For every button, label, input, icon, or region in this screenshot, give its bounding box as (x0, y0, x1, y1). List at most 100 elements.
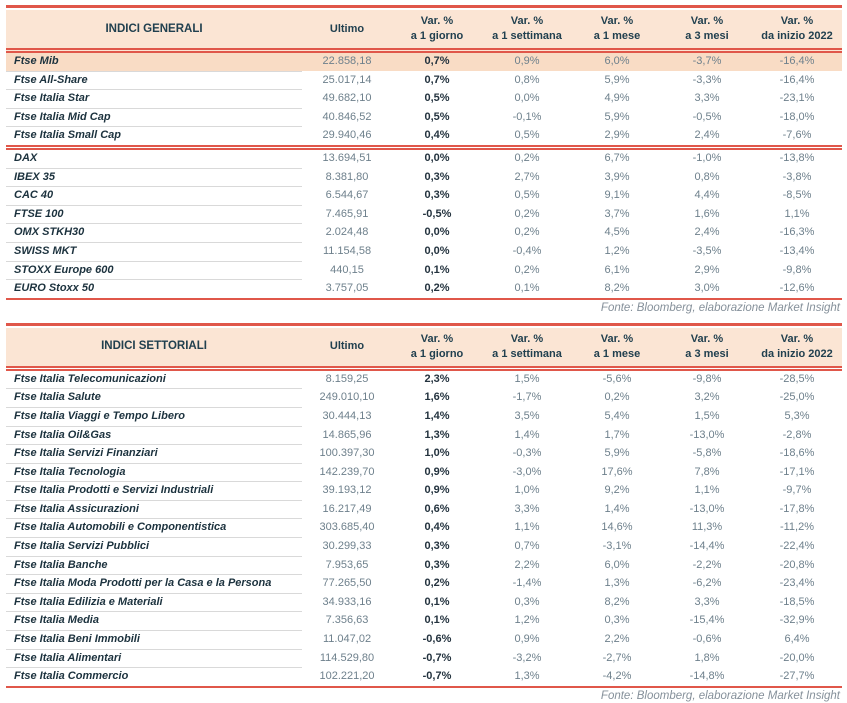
var-ytd: -20,0% (779, 651, 815, 664)
var-1m: 6,0% (572, 50, 662, 72)
table-row: Ftse Italia Servizi Pubblici 30.299,33 0… (6, 537, 842, 557)
index-name: Ftse Italia Assicurazioni (6, 500, 302, 520)
col-header-var-ytd: Var. % da inizio 2022 (752, 10, 842, 53)
last-value: 11.047,02 (322, 633, 372, 646)
var-3m: 2,4% (662, 126, 752, 150)
last-value: 14.865,96 (322, 428, 372, 441)
table-row: Ftse Italia Beni Immobili 11.047,02 -0,6… (6, 630, 842, 650)
last-value: 102.221,20 (319, 669, 375, 682)
var-ytd: -13,8% (779, 152, 815, 165)
last-value: 114.529,80 (319, 651, 375, 664)
var-1w: 0,9% (482, 50, 572, 72)
var-1m: 5,9% (604, 73, 630, 86)
col-header-line1: Var. % (780, 15, 814, 27)
var-1d: 0,1% (424, 595, 450, 608)
var-3m: 7,8% (694, 465, 720, 478)
index-name: Ftse Italia Prodotti e Servizi Industria… (6, 481, 302, 501)
general-indices-table: INDICI GENERALI Ultimo Var. % a 1 giorno… (6, 5, 842, 315)
index-name: FTSE 100 (6, 205, 302, 225)
table-body: Ftse Italia Telecomunicazioni 8.159,25 2… (6, 368, 842, 687)
var-1d: -0,6% (422, 633, 452, 646)
var-1m: 2,2% (604, 633, 630, 646)
var-ytd: -18,6% (779, 447, 815, 460)
index-name: Ftse Italia Commercio (14, 670, 129, 683)
var-3m: -3,7% (662, 50, 752, 72)
last-value: 8.381,80 (325, 170, 369, 183)
var-1w: -3,2% (512, 651, 542, 664)
var-1w: 0,5% (514, 189, 540, 202)
var-3m: -14,8% (689, 669, 725, 682)
table-row: Ftse Italia Salute 249.010,10 1,6% -1,7%… (6, 388, 842, 408)
col-header-line2: da inizio 2022 (761, 30, 833, 42)
last-value: 13.694,51 (322, 152, 372, 165)
var-3m: 1,1% (694, 484, 720, 497)
index-name: Ftse Italia Moda Prodotti per la Casa e … (6, 574, 302, 594)
var-ytd: -9,7% (782, 484, 812, 497)
var-3m: -2,2% (692, 558, 722, 571)
var-1w: -0,3% (512, 447, 542, 460)
var-1d: 0,2% (424, 577, 450, 590)
var-1m: -5,6% (602, 372, 632, 385)
var-1m: 6,1% (604, 263, 630, 276)
table-row: Ftse Italia Prodotti e Servizi Industria… (6, 481, 842, 501)
var-3m: 3,3% (694, 595, 720, 608)
last-value: 30.444,13 (322, 409, 372, 422)
var-1m: 6,0% (604, 558, 630, 571)
var-1m: 1,3% (604, 577, 630, 590)
var-ytd: -18,5% (779, 595, 815, 608)
table-row: Ftse Italia Telecomunicazioni 8.159,25 2… (6, 368, 842, 390)
var-3m: -15,4% (689, 614, 725, 627)
var-1d: -0,7% (422, 651, 452, 664)
var-1d: 0,3% (424, 540, 450, 553)
table-header: INDICI SETTORIALI Ultimo Var. % a 1 gior… (6, 327, 842, 371)
var-1d: 0,9% (424, 465, 450, 478)
index-name: OMX STKH30 (6, 223, 302, 243)
col-header-line2: a 3 mesi (685, 347, 729, 360)
var-1d: 1,3% (424, 428, 450, 441)
var-1d: 0,1% (424, 263, 450, 276)
table-body: Ftse Mib 22.858,18 0,7% 0,9% 6,0% -3,7% … (6, 50, 842, 299)
var-1m: 1,7% (604, 428, 630, 441)
var-ytd: -16,4% (752, 50, 842, 72)
var-1w: -0,1% (512, 110, 542, 123)
var-1m: 8,2% (604, 281, 630, 294)
var-3m: 1,6% (694, 207, 720, 220)
var-1w: 0,2% (514, 152, 540, 165)
var-3m: 3,3% (694, 92, 720, 105)
last-value: 16.217,49 (322, 502, 372, 515)
var-3m: -0,5% (692, 110, 722, 123)
var-1w: 0,7% (514, 540, 540, 553)
var-1m: 2,9% (572, 126, 662, 150)
var-ytd: -20,8% (779, 558, 815, 571)
table-row: Ftse Italia Assicurazioni 16.217,49 0,6%… (6, 500, 842, 520)
source-note: Fonte: Bloomberg, elaborazione Market In… (600, 301, 840, 314)
col-header-var-1d: Var. % a 1 giorno (392, 327, 482, 371)
index-name: CAC 40 (6, 186, 302, 206)
table-row: Ftse Italia Tecnologia 142.239,70 0,9% -… (6, 463, 842, 483)
var-1m: 4,5% (604, 226, 630, 239)
table-row: Ftse Italia Commercio 102.221,20 -0,7% 1… (6, 668, 842, 687)
index-name: Ftse Italia Small Cap (6, 126, 302, 150)
var-ytd: -18,0% (779, 110, 815, 123)
var-ytd: -7,6% (752, 126, 842, 150)
table-row: Ftse Italia Banche 7.953,65 0,3% 2,2% 6,… (6, 556, 842, 576)
index-name: Ftse Italia Salute (6, 388, 302, 408)
last-value: 77.265,50 (322, 577, 372, 590)
var-1m: 9,1% (604, 189, 630, 202)
last-value: 29.940,46 (302, 126, 392, 150)
var-1d: 0,5% (424, 110, 450, 123)
last-value: 34.933,16 (322, 595, 372, 608)
col-header-line1: Var. % (690, 332, 724, 345)
var-1m: 5,4% (604, 409, 630, 422)
var-ytd: -27,7% (779, 669, 815, 682)
var-1d: 0,3% (424, 170, 450, 183)
col-header-line1: Var. % (600, 15, 634, 27)
last-value: 22.858,18 (302, 50, 392, 72)
var-1w: 3,3% (514, 502, 540, 515)
table-row: Ftse Mib 22.858,18 0,7% 0,9% 6,0% -3,7% … (6, 50, 842, 72)
index-name: DAX (6, 147, 302, 169)
var-1m: 9,2% (604, 484, 630, 497)
table-row: IBEX 35 8.381,80 0,3% 2,7% 3,9% 0,8% -3,… (6, 168, 842, 188)
col-header-line1: Var. % (510, 332, 544, 345)
